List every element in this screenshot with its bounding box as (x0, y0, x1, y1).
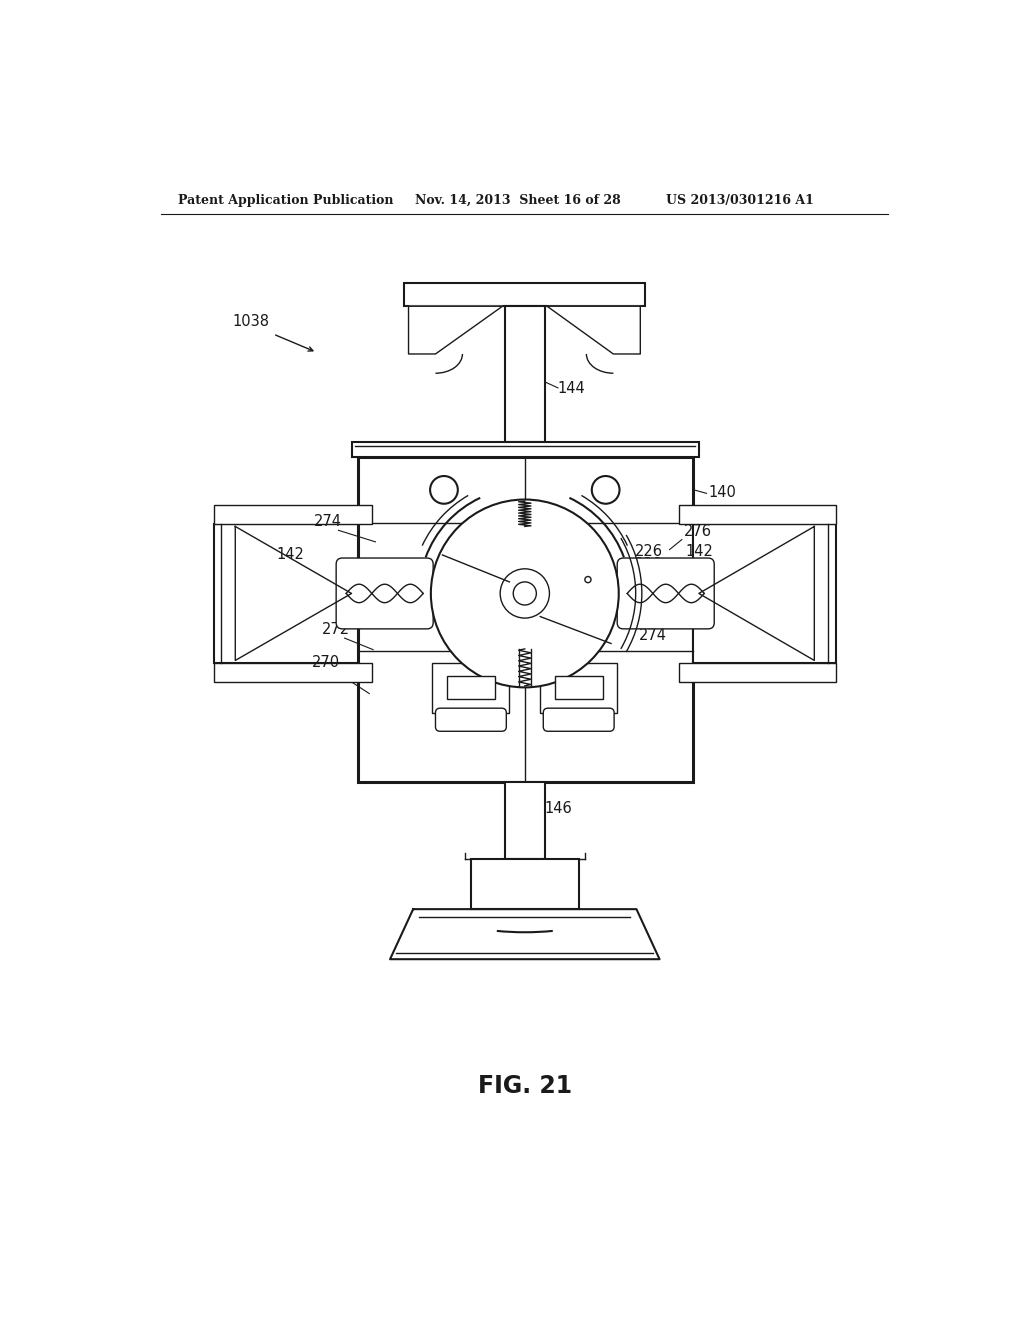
Bar (214, 506, 372, 524)
Text: 228: 228 (635, 557, 663, 572)
Text: FIG. 21: FIG. 21 (478, 1074, 571, 1098)
Bar (432, 663, 509, 713)
Text: US 2013/0301216 A1: US 2013/0301216 A1 (666, 194, 814, 207)
Polygon shape (390, 909, 659, 960)
Polygon shape (698, 527, 814, 660)
Polygon shape (236, 527, 351, 660)
FancyBboxPatch shape (336, 558, 433, 628)
Text: 272: 272 (322, 622, 349, 638)
Bar (447, 676, 495, 700)
Polygon shape (547, 306, 640, 354)
Bar (214, 524, 357, 663)
Bar (692, 524, 836, 663)
Bar (505, 306, 545, 442)
Bar (679, 663, 836, 682)
Text: 146: 146 (545, 801, 572, 816)
Bar (555, 676, 602, 700)
Text: 270: 270 (312, 655, 340, 669)
Bar (541, 663, 617, 713)
Text: 140: 140 (708, 486, 736, 500)
Bar (679, 506, 836, 524)
Text: 274: 274 (313, 515, 342, 529)
Text: 142: 142 (685, 544, 713, 560)
Text: 144: 144 (558, 381, 586, 396)
Text: Nov. 14, 2013  Sheet 16 of 28: Nov. 14, 2013 Sheet 16 of 28 (416, 194, 622, 207)
Text: 142: 142 (276, 546, 305, 562)
Bar (214, 663, 372, 682)
Bar (513, 503, 537, 523)
Text: Patent Application Publication: Patent Application Publication (178, 194, 394, 207)
FancyBboxPatch shape (617, 558, 714, 628)
Bar (505, 781, 545, 859)
Bar (351, 442, 698, 457)
Bar (471, 859, 579, 909)
Bar (513, 651, 537, 684)
Text: 274: 274 (639, 627, 667, 643)
Bar (403, 284, 645, 306)
Text: 226: 226 (635, 544, 663, 558)
Bar (357, 457, 692, 781)
Circle shape (431, 499, 618, 688)
Text: 1038: 1038 (232, 314, 269, 329)
Polygon shape (409, 306, 503, 354)
FancyBboxPatch shape (435, 708, 506, 731)
FancyBboxPatch shape (544, 708, 614, 731)
Text: 276: 276 (683, 524, 712, 539)
